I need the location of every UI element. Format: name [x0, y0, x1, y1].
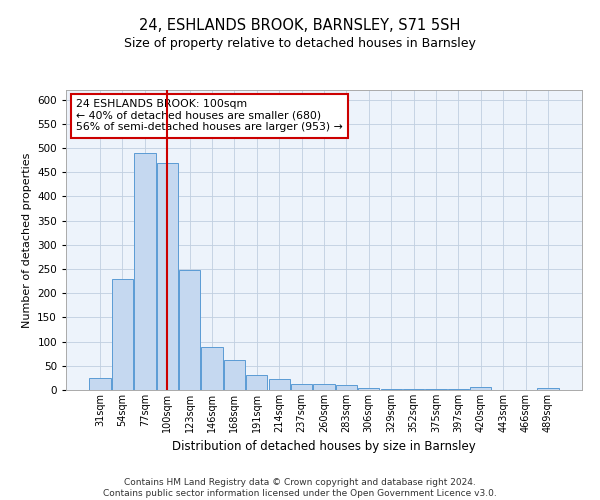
- Text: Contains HM Land Registry data © Crown copyright and database right 2024.
Contai: Contains HM Land Registry data © Crown c…: [103, 478, 497, 498]
- Text: 24, ESHLANDS BROOK, BARNSLEY, S71 5SH: 24, ESHLANDS BROOK, BARNSLEY, S71 5SH: [139, 18, 461, 32]
- Bar: [448, 388, 469, 390]
- Text: 24 ESHLANDS BROOK: 100sqm
← 40% of detached houses are smaller (680)
56% of semi: 24 ESHLANDS BROOK: 100sqm ← 40% of detac…: [76, 99, 343, 132]
- Bar: [157, 162, 178, 390]
- Bar: [89, 378, 111, 390]
- Bar: [403, 388, 424, 390]
- Bar: [134, 153, 155, 390]
- Bar: [112, 278, 133, 390]
- Y-axis label: Number of detached properties: Number of detached properties: [22, 152, 32, 328]
- Bar: [336, 385, 357, 390]
- Bar: [358, 388, 379, 390]
- Bar: [224, 360, 245, 390]
- Bar: [246, 376, 268, 390]
- Bar: [470, 386, 491, 390]
- Text: Size of property relative to detached houses in Barnsley: Size of property relative to detached ho…: [124, 38, 476, 51]
- Bar: [202, 348, 223, 390]
- Bar: [179, 270, 200, 390]
- X-axis label: Distribution of detached houses by size in Barnsley: Distribution of detached houses by size …: [172, 440, 476, 454]
- Bar: [269, 380, 290, 390]
- Bar: [380, 388, 402, 390]
- Bar: [425, 388, 446, 390]
- Bar: [313, 384, 335, 390]
- Bar: [291, 384, 312, 390]
- Bar: [537, 388, 559, 390]
